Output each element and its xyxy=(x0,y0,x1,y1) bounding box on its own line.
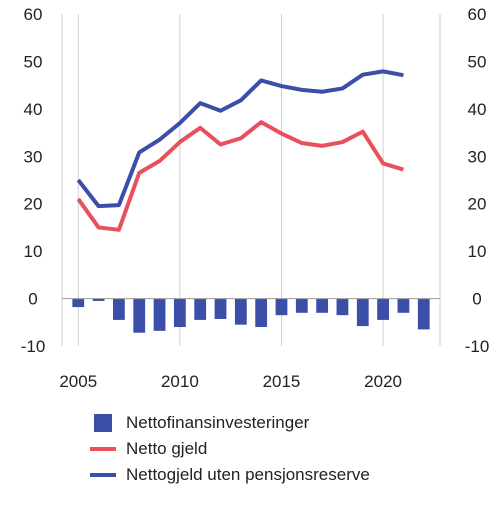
y-tick-label: 30 xyxy=(468,147,487,166)
bar xyxy=(316,298,329,313)
legend-label: Nettofinansinvesteringer xyxy=(126,413,310,432)
y-tick-label: 40 xyxy=(24,100,43,119)
legend-swatch-line-blue xyxy=(90,473,116,477)
bar xyxy=(153,298,166,331)
y-tick-label: -10 xyxy=(21,337,46,356)
x-tick-label: 2010 xyxy=(161,372,199,391)
bar xyxy=(275,298,288,316)
y-tick-label: 0 xyxy=(472,290,481,309)
y-tick-label: 50 xyxy=(468,52,487,71)
series-line-1 xyxy=(76,120,404,232)
bar-series xyxy=(72,298,430,333)
y-tick-label: 0 xyxy=(28,290,37,309)
bar xyxy=(214,298,227,319)
bar xyxy=(336,298,349,316)
y-tick-label: -10 xyxy=(465,337,490,356)
bar xyxy=(295,298,308,313)
bar xyxy=(356,298,369,327)
grid xyxy=(61,14,441,346)
legend-swatch-bar xyxy=(94,414,112,432)
bar xyxy=(194,298,207,320)
y-tick-label: 10 xyxy=(468,242,487,261)
y-tick-label: 20 xyxy=(24,195,43,214)
legend-item-nettogjeld: Nettogjeld uten pensjonsreserve xyxy=(90,462,370,488)
x-tick-label: 2015 xyxy=(263,372,301,391)
y-axis-right: 60 50 40 30 20 10 0 -10 xyxy=(465,5,490,356)
y-tick-label: 30 xyxy=(24,147,43,166)
bar xyxy=(417,298,430,330)
legend-item-nettofinansinvesteringer: Nettofinansinvesteringer xyxy=(90,410,370,436)
y-tick-label: 20 xyxy=(468,195,487,214)
bar xyxy=(173,298,186,328)
series-line-2 xyxy=(76,69,404,209)
bar xyxy=(92,298,105,301)
line-series xyxy=(76,69,404,232)
bar xyxy=(377,298,389,320)
legend: Nettofinansinvesteringer Netto gjeld Net… xyxy=(90,410,370,488)
legend-swatch-line-red xyxy=(90,447,116,451)
bar xyxy=(255,298,268,328)
bar xyxy=(113,298,125,320)
x-axis: 2005 2010 2015 2020 xyxy=(59,372,402,391)
y-tick-label: 40 xyxy=(468,100,487,119)
legend-label: Nettogjeld uten pensjonsreserve xyxy=(126,465,370,484)
y-axis-left: 60 50 40 30 20 10 0 -10 xyxy=(21,5,46,356)
y-tick-label: 50 xyxy=(24,52,43,71)
bar xyxy=(397,298,410,313)
bar xyxy=(234,298,247,325)
legend-item-netto-gjeld: Netto gjeld xyxy=(90,436,370,462)
legend-label: Netto gjeld xyxy=(126,439,208,458)
bar xyxy=(72,298,85,308)
y-tick-label: 60 xyxy=(24,5,43,24)
x-tick-label: 2005 xyxy=(59,372,97,391)
y-tick-label: 60 xyxy=(468,5,487,24)
y-tick-label: 10 xyxy=(24,242,43,261)
bar xyxy=(133,298,146,333)
x-tick-label: 2020 xyxy=(364,372,402,391)
